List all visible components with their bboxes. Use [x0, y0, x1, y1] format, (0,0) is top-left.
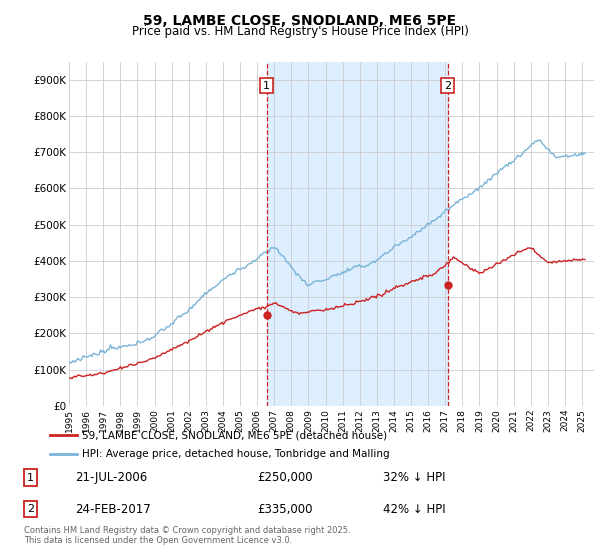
Text: HPI: Average price, detached house, Tonbridge and Malling: HPI: Average price, detached house, Tonb…: [83, 449, 390, 459]
Text: 1: 1: [27, 473, 34, 483]
Text: Price paid vs. HM Land Registry's House Price Index (HPI): Price paid vs. HM Land Registry's House …: [131, 25, 469, 38]
Text: £250,000: £250,000: [257, 471, 313, 484]
Text: This data is licensed under the Open Government Licence v3.0.: This data is licensed under the Open Gov…: [24, 536, 292, 545]
Text: Contains HM Land Registry data © Crown copyright and database right 2025.: Contains HM Land Registry data © Crown c…: [24, 526, 350, 535]
Text: 59, LAMBE CLOSE, SNODLAND, ME6 5PE: 59, LAMBE CLOSE, SNODLAND, ME6 5PE: [143, 14, 457, 28]
Text: 32% ↓ HPI: 32% ↓ HPI: [383, 471, 445, 484]
Text: 2: 2: [444, 81, 451, 91]
Text: 42% ↓ HPI: 42% ↓ HPI: [383, 502, 445, 516]
Text: 21-JUL-2006: 21-JUL-2006: [75, 471, 147, 484]
Text: 1: 1: [263, 81, 270, 91]
Text: 24-FEB-2017: 24-FEB-2017: [75, 502, 151, 516]
Bar: [266, 62, 448, 406]
Text: 2: 2: [27, 504, 34, 514]
Text: 59, LAMBE CLOSE, SNODLAND, ME6 5PE (detached house): 59, LAMBE CLOSE, SNODLAND, ME6 5PE (deta…: [83, 430, 388, 440]
Text: £335,000: £335,000: [257, 502, 313, 516]
